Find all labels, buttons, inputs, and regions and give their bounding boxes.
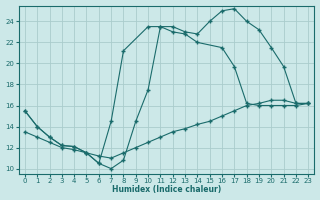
X-axis label: Humidex (Indice chaleur): Humidex (Indice chaleur) [112,185,221,194]
